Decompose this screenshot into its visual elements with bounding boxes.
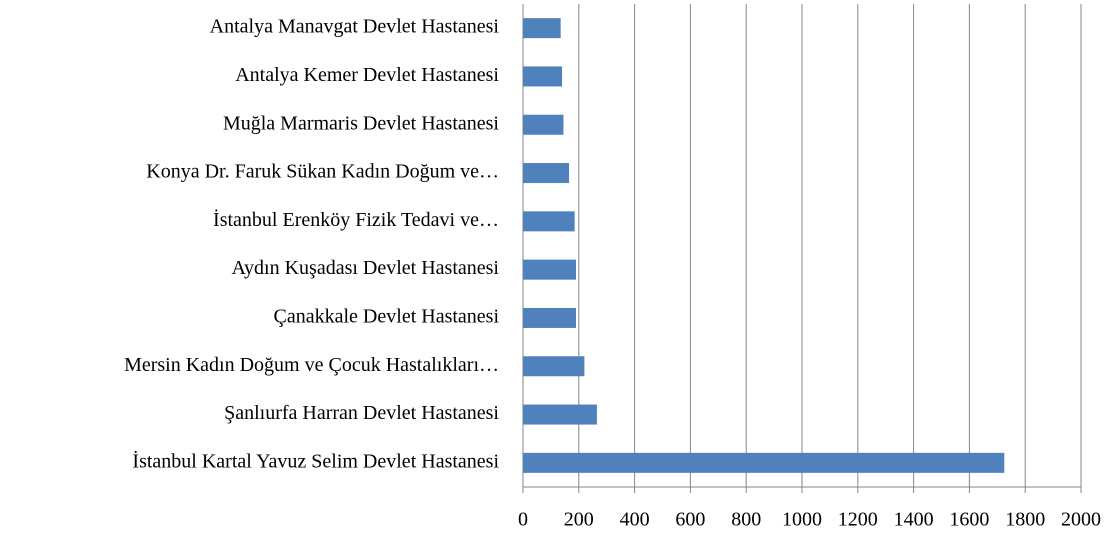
x-tick-label: 2000 [1061, 509, 1101, 531]
x-tick-label: 1800 [1005, 509, 1045, 531]
y-tick-label: Şanlıurfa Harran Devlet Hastanesi [224, 402, 499, 424]
y-tick-label: İstanbul Erenköy Fizik Tedavi ve… [213, 208, 499, 231]
x-tick-label: 400 [620, 509, 650, 531]
y-tick-label: Muğla Marmaris Devlet Hastanesi [223, 112, 499, 134]
x-tick-label: 1000 [782, 509, 822, 531]
bar [523, 259, 577, 280]
y-tick-label: Mersin Kadın Doğum ve Çocuk Hastalıkları… [124, 354, 499, 376]
y-tick-label: İstanbul Kartal Yavuz Selim Devlet Hasta… [132, 449, 499, 472]
x-tick-label: 1200 [838, 509, 878, 531]
y-tick-label: Konya Dr. Faruk Sükan Kadın Doğum ve… [146, 161, 499, 183]
bar [523, 452, 1005, 473]
bar [523, 163, 570, 184]
bar [523, 404, 597, 425]
x-tick-label: 1600 [949, 509, 989, 531]
x-tick-label: 600 [675, 509, 705, 531]
bar [523, 114, 564, 135]
x-tick-label: 800 [731, 509, 761, 531]
x-tick-label: 1400 [894, 509, 934, 531]
x-tick-label: 200 [564, 509, 594, 531]
y-tick-label: Antalya Kemer Devlet Hastanesi [235, 64, 499, 86]
x-tick-label: 0 [518, 509, 528, 531]
bar [523, 211, 575, 232]
bar [523, 356, 585, 377]
bar [523, 307, 577, 328]
y-tick-label: Çanakkale Devlet Hastanesi [274, 306, 500, 328]
y-tick-label: Antalya Manavgat Devlet Hastanesi [210, 16, 500, 38]
bar [523, 18, 561, 39]
y-tick-label: Aydın Kuşadası Devlet Hastanesi [231, 257, 499, 279]
bar [523, 66, 563, 87]
